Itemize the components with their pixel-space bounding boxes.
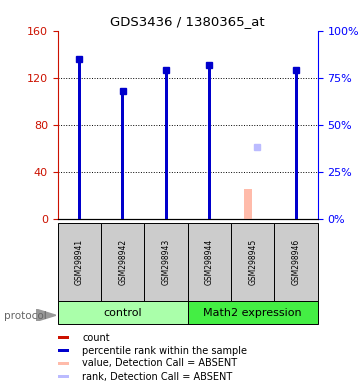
Text: protocol: protocol: [4, 311, 46, 321]
Bar: [208, 75, 211, 219]
Bar: [58, 336, 69, 339]
Bar: [231, 223, 274, 301]
Bar: [78, 59, 81, 219]
Bar: [295, 70, 297, 219]
Text: percentile rank within the sample: percentile rank within the sample: [82, 346, 247, 356]
Text: value, Detection Call = ABSENT: value, Detection Call = ABSENT: [82, 358, 237, 368]
Text: GSM298941: GSM298941: [75, 239, 84, 285]
Text: count: count: [82, 333, 110, 343]
Bar: [295, 115, 297, 219]
Text: GSM298943: GSM298943: [162, 239, 170, 285]
Text: GSM298945: GSM298945: [248, 239, 257, 285]
Bar: [58, 301, 188, 324]
Bar: [58, 349, 69, 352]
Bar: [144, 223, 188, 301]
Bar: [165, 70, 168, 219]
Bar: [244, 189, 252, 219]
Text: control: control: [104, 308, 142, 318]
Bar: [58, 362, 69, 365]
Polygon shape: [36, 309, 56, 321]
Text: Math2 expression: Math2 expression: [203, 308, 302, 318]
Text: GSM298944: GSM298944: [205, 239, 214, 285]
Text: GSM298942: GSM298942: [118, 239, 127, 285]
Bar: [58, 223, 101, 301]
Bar: [188, 301, 318, 324]
Text: GSM298946: GSM298946: [292, 239, 300, 285]
Bar: [208, 65, 211, 219]
Bar: [58, 375, 69, 379]
Title: GDS3436 / 1380365_at: GDS3436 / 1380365_at: [110, 15, 265, 28]
Bar: [274, 223, 318, 301]
Bar: [121, 139, 124, 219]
Bar: [78, 60, 81, 219]
Bar: [188, 223, 231, 301]
Bar: [165, 86, 168, 219]
Bar: [121, 91, 124, 219]
Bar: [101, 223, 144, 301]
Text: rank, Detection Call = ABSENT: rank, Detection Call = ABSENT: [82, 372, 232, 382]
